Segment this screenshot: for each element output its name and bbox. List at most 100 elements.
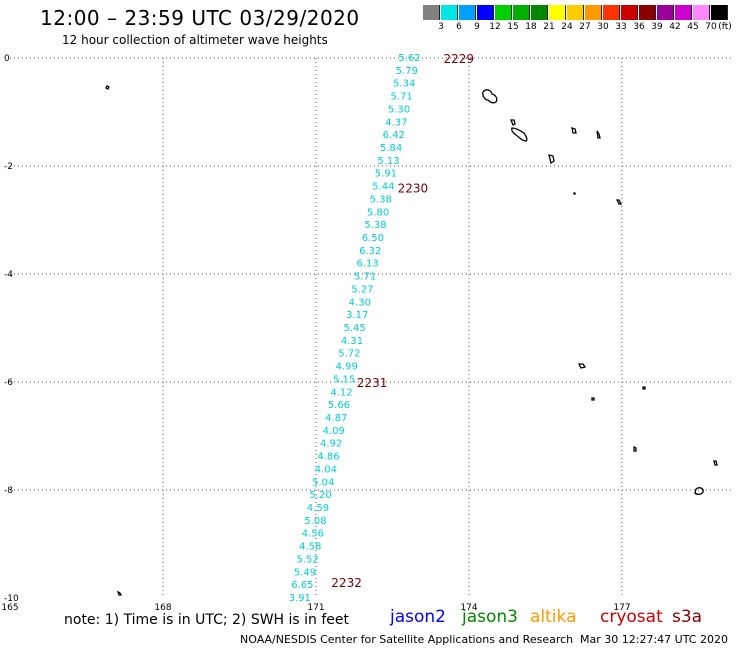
wave-height-label: 4.58 [299,542,321,553]
color-swatch [567,5,584,20]
wave-height-label: 6.13 [357,259,379,270]
time-label: 2231 [357,376,388,390]
footnote: note: 1) Time is in UTC; 2) SWH is in fe… [64,612,350,628]
time-label: 2229 [444,52,475,66]
wave-height-label: 5.04 [312,477,334,488]
island-outline [713,460,718,466]
wave-height-label: 4.59 [307,503,329,514]
color-swatch [441,5,458,20]
island-outline [596,130,601,139]
legend-jason3: jason3 [462,607,518,627]
wave-height-label: 4.37 [385,117,407,128]
wave-height-label: 4.12 [330,387,352,398]
color-swatch [423,5,440,20]
wave-height-label: 3.91 [289,593,311,604]
island-outline [116,590,123,596]
y-tick-label: -10 [4,594,19,604]
scale-tick-label: 18 [525,22,537,32]
generation-timestamp: Mar 30 12:27:47 UTC 2020 [580,633,728,646]
color-swatch [585,5,602,20]
wave-height-label: 6.65 [291,580,313,591]
wave-height-label: 5.71 [390,92,412,103]
scale-tick-label: 42 [669,22,681,32]
color-swatch [531,5,548,20]
wave-height-label: 5.20 [310,490,332,501]
color-swatch [549,5,566,20]
wave-height-label: 5.45 [343,323,365,334]
wave-height-label: 5.66 [328,400,350,411]
wave-height-label: 4.30 [349,297,371,308]
island-outline [573,192,576,195]
legend-jason2: jason2 [390,607,446,627]
wave-height-label: 4.56 [302,529,324,540]
wave-height-label: 5.49 [294,567,316,578]
wave-height-label: 5.30 [388,104,410,115]
time-label: 2232 [331,576,362,590]
color-swatch [693,5,710,20]
island-outline [510,119,528,142]
scale-tick-label: 15 [507,22,519,32]
island-outline [633,445,637,452]
scale-tick-label: 9 [474,22,480,32]
scale-tick-label: 3 [438,22,444,32]
legend-altika: altika [530,607,577,627]
wave-height-label: 5.38 [370,194,392,205]
scale-tick-label: 27 [579,22,591,32]
wave-height-label: 6.50 [362,233,384,244]
wave-height-label: 5.44 [372,182,394,193]
color-swatch [459,5,476,20]
color-swatch [639,5,656,20]
wave-height-label: 5.71 [354,272,376,283]
island-outline [591,397,595,401]
x-tick-label: 177 [613,603,630,613]
wave-height-label: 5.08 [304,516,326,527]
scale-tick-label: 36 [633,22,645,32]
chart-subtitle: 12 hour collection of altimeter wave hei… [62,33,328,47]
wave-height-label: 5.34 [393,79,415,90]
legend-s3a: s3a [672,607,703,627]
wave-height-label: 5.62 [398,53,420,64]
x-tick-label: 165 [1,603,18,613]
x-tick-label: 174 [460,603,477,613]
wave-height-label: 5.13 [377,156,399,167]
island-outline [615,199,623,205]
scale-tick-label: 30 [597,22,609,32]
wave-height-label: 5.80 [367,207,389,218]
wave-height-label: 5.52 [296,554,318,565]
color-swatch [675,5,692,20]
wave-height-label: 4.92 [320,439,342,450]
scale-tick-label: 70 [705,22,717,32]
island-outline [105,85,110,90]
island-outline [694,487,704,496]
wave-height-label: 4.86 [317,452,339,463]
wave-height-label: 5.15 [333,374,355,385]
island-outline [642,386,646,390]
island-outline [482,89,498,104]
wave-height-label: 4.09 [323,426,345,437]
scale-tick-label: 24 [561,22,573,32]
scale-tick-label: 21 [543,22,555,32]
color-swatch [477,5,494,20]
scale-tick-label: 12 [489,22,501,32]
color-swatch [621,5,638,20]
wave-height-label: 5.91 [375,169,397,180]
y-tick-label: -6 [4,378,13,388]
y-tick-label: -8 [4,486,13,496]
scale-tick-label: 45 [687,22,699,32]
y-tick-label: 0 [4,54,10,64]
wave-height-label: 4.87 [325,413,347,424]
y-tick-label: -2 [4,162,13,172]
chart-title: 12:00 – 23:59 UTC 03/29/2020 [40,6,360,30]
island-outline [571,127,577,134]
wave-height-label: 6.32 [359,246,381,257]
legend-cryosat: cryosat [600,607,663,627]
x-tick-label: 168 [154,603,171,613]
wave-height-label: 5.38 [364,220,386,231]
color-swatch [603,5,620,20]
wave-height-label: 5.27 [351,284,373,295]
island-outline [577,363,587,369]
wave-height-label: 5.84 [380,143,402,154]
scale-unit-label: (ft) [718,22,732,32]
time-label: 2230 [398,182,429,196]
